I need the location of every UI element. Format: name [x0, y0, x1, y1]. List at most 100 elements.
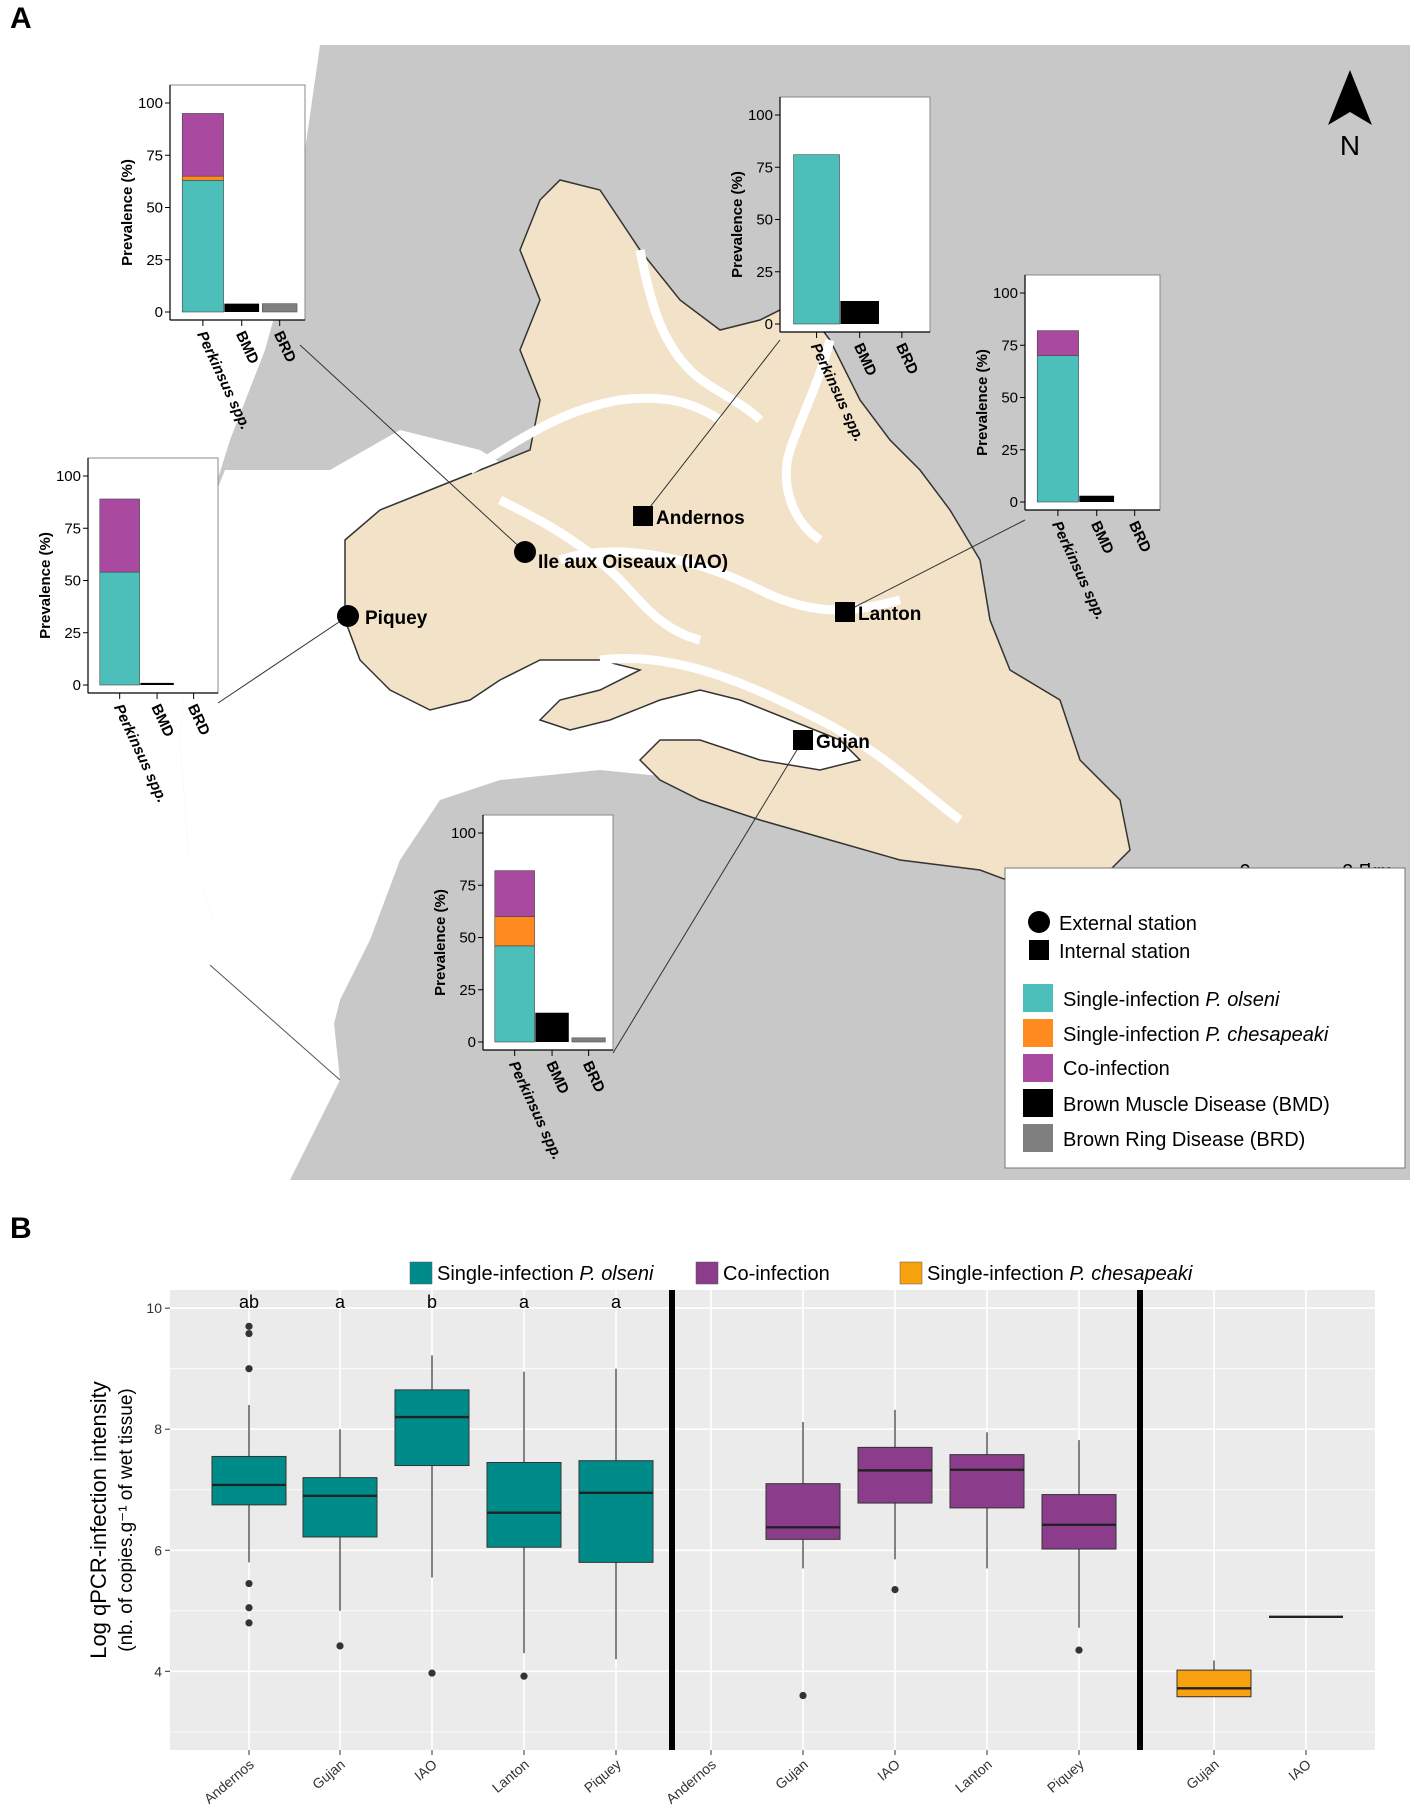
station-marker-external [337, 605, 359, 627]
legend-label-coinfection: Co-infection [723, 1263, 830, 1285]
inset-tick-label: 25 [756, 264, 773, 281]
box-coinfection [949, 1454, 1025, 1509]
internal-station-icon [1029, 940, 1049, 960]
inset-category-label: BMD [232, 329, 262, 367]
box-olseni [211, 1455, 287, 1506]
legend-chesapeaki-swatch [1023, 1019, 1053, 1047]
bar-coinfection [99, 498, 140, 573]
box-coinfection [765, 1483, 841, 1540]
legend-olseni: Single-infection P. olseni [1063, 989, 1280, 1011]
significance-letter: a [519, 1292, 530, 1312]
legend-external: External station [1059, 913, 1197, 935]
inset-category-label: BMD [147, 702, 177, 740]
outlier-point [245, 1365, 253, 1373]
inset-connector-line [612, 739, 804, 1054]
outlier-point [1075, 1646, 1083, 1654]
station-label: Gujan [816, 732, 870, 753]
inset-y-label: Prevalence (%) [37, 532, 54, 639]
outlier-point [245, 1322, 253, 1330]
bar-coinfection [181, 113, 224, 177]
bar-bmd [535, 1012, 569, 1042]
map-channel [635, 249, 764, 424]
x-tick-label: IAO [411, 1756, 440, 1784]
legend-brd: Brown Ring Disease (BRD) [1063, 1129, 1305, 1151]
inset-tick-label: 0 [1010, 494, 1018, 511]
bar-brd [262, 303, 298, 313]
outlier-point [891, 1586, 899, 1594]
inset-tick-label: 0 [73, 677, 81, 694]
panel-b-label: B [10, 1212, 32, 1245]
station-marker-internal [793, 730, 813, 750]
x-tick-label: IAO [1285, 1756, 1314, 1784]
legend-swatch-olseni [409, 1261, 433, 1285]
significance-letter: a [335, 1292, 346, 1312]
y-tick-label: 4 [154, 1663, 162, 1679]
bar-olseni [494, 945, 535, 1043]
inset-tick-label: 100 [993, 285, 1018, 302]
bar-olseni [793, 154, 840, 325]
legend-label-chesapeaki: Single-infection P. chesapeaki [927, 1263, 1193, 1285]
x-tick-label: IAO [874, 1756, 903, 1784]
map-channel [781, 338, 835, 544]
legend-coinfection-swatch [1023, 1054, 1053, 1082]
inset-tick-label: 25 [146, 252, 163, 269]
bar-bmd [840, 301, 879, 324]
map-channel [558, 547, 902, 615]
legend-bmd: Brown Muscle Disease (BMD) [1063, 1094, 1330, 1116]
box-olseni [486, 1462, 562, 1548]
north-arrow-icon: N [1328, 70, 1372, 161]
inset-connector-line [217, 615, 349, 704]
inset-tick-label: 75 [1001, 337, 1018, 354]
inset-tick-label: 75 [756, 159, 773, 176]
inset-tick-label: 50 [459, 930, 476, 947]
boxplot-panel: 4 6 8 10 Log qPCR-infection intensity (nb. of… [86, 1290, 1375, 1807]
bar-coinfection [494, 870, 535, 917]
x-tick-label: Lanton [489, 1756, 532, 1796]
bar-chesapeaki [181, 175, 224, 181]
significance-letter: b [427, 1292, 437, 1312]
x-tick-label: Gujan [772, 1756, 811, 1792]
station-label: Andernos [656, 508, 745, 529]
station-label: Piquey [365, 608, 428, 629]
inset-tick-label: 100 [748, 107, 773, 124]
map-frame-line [209, 964, 341, 1081]
x-tick-label: Gujan [309, 1756, 348, 1792]
x-tick-label: Gujan [1183, 1756, 1222, 1792]
box-coinfection [1041, 1494, 1117, 1550]
inset-tick-label: 50 [1001, 390, 1018, 407]
inset-connector-line [844, 519, 1026, 613]
station-marker-internal [835, 602, 855, 622]
inset-y-label: Prevalence (%) [974, 349, 991, 456]
boxplot-figure: Single-infection P. olseni Co-infection Si… [86, 1261, 1375, 1807]
inset-connectors [217, 339, 1026, 1054]
map-legend: External station Internal station Single… [1004, 867, 1406, 1169]
y-tick-label: 8 [154, 1421, 162, 1437]
inset-tick-label: 25 [459, 982, 476, 999]
x-tick-label: Piquey [581, 1756, 624, 1796]
external-station-icon [1028, 911, 1050, 933]
bar-olseni [99, 571, 140, 686]
inset-tick-label: 0 [468, 1034, 476, 1051]
inset-tick-label: 75 [64, 520, 81, 537]
boxplot-legend: Single-infection P. olseni Co-infection Si… [409, 1261, 1193, 1285]
x-tick-label: Lanton [952, 1756, 995, 1796]
outlier-point [799, 1691, 807, 1700]
inset-tick-label: 50 [64, 573, 81, 590]
outlier-point [336, 1642, 344, 1650]
box-olseni [394, 1389, 470, 1467]
y-axis-label: Log qPCR-infection intensity [86, 1381, 111, 1659]
station-marker-external [514, 541, 536, 563]
legend-swatch-chesapeaki [899, 1261, 923, 1285]
legend-internal: Internal station [1059, 941, 1190, 963]
inset-y-label: Prevalence (%) [119, 159, 136, 266]
outlier-point [245, 1619, 253, 1627]
bar-olseni [181, 180, 224, 313]
significance-letter: a [611, 1292, 622, 1312]
box-coinfection [857, 1446, 933, 1504]
outlier-point [245, 1329, 253, 1338]
y-tick-label: 6 [154, 1542, 162, 1558]
